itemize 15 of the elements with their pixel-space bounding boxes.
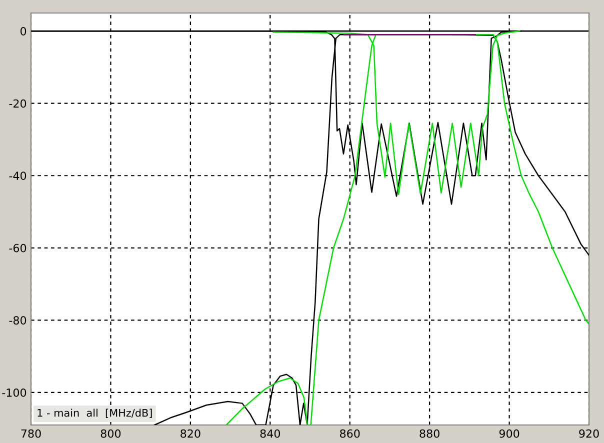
x-tick-label: 840 bbox=[260, 429, 280, 438]
annotation: 1 - main all [MHz/dB] bbox=[38, 408, 152, 418]
x-tick-label: 820 bbox=[180, 429, 200, 438]
y-tick-label: -20 bbox=[9, 99, 26, 108]
y-tick-label: -80 bbox=[9, 316, 26, 325]
y-tick-label: -40 bbox=[9, 172, 26, 180]
x-tick-label: 780 bbox=[21, 429, 41, 438]
x-tick-label: 800 bbox=[100, 429, 121, 438]
y-tick-label: -100 bbox=[2, 388, 26, 397]
y-tick-label: -60 bbox=[9, 244, 26, 252]
x-tick-label: 920 bbox=[579, 429, 599, 438]
y-tick-label: 0 bbox=[20, 27, 26, 36]
x-tick-label: 900 bbox=[499, 429, 520, 438]
x-tick-label: 860 bbox=[340, 429, 360, 438]
x-tick-label: 880 bbox=[420, 429, 440, 438]
